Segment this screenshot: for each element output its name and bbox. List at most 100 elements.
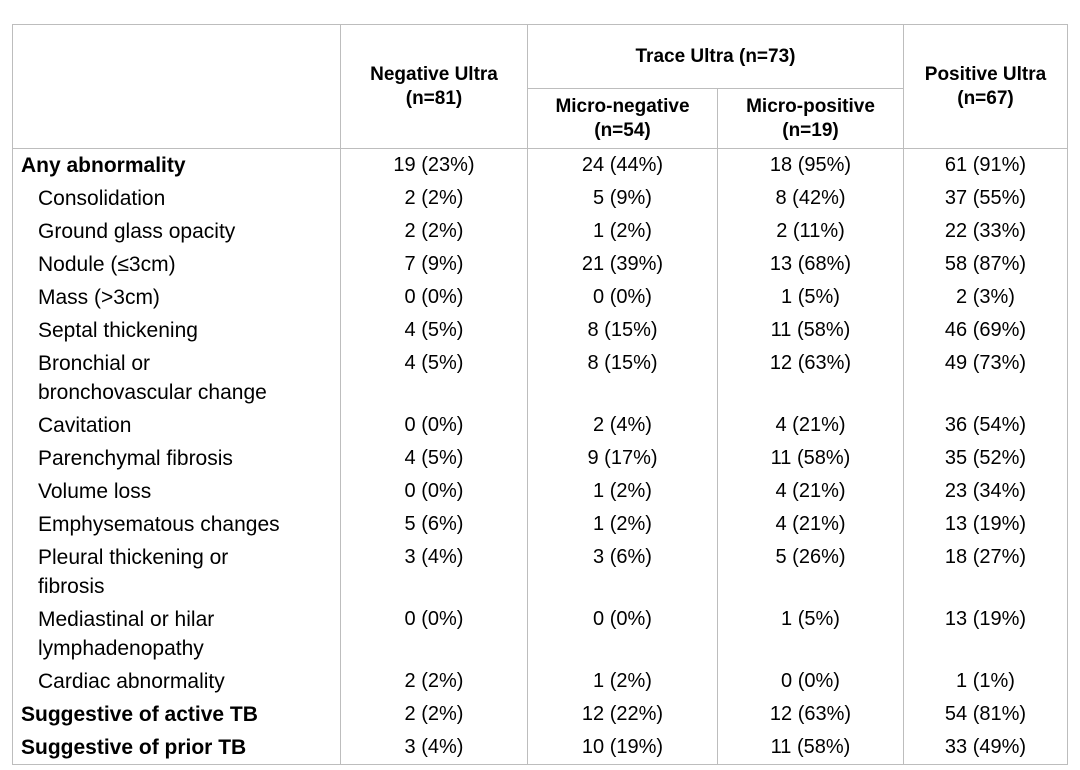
cell-value: 36 (54%) xyxy=(903,409,1068,442)
group-header: Trace Ultra (n=73) xyxy=(527,24,904,89)
cell-value: 49 (73%) xyxy=(903,347,1068,409)
row-label: Cavitation xyxy=(12,409,341,442)
cell-value: 21 (39%) xyxy=(527,248,718,281)
cell-value: 5 (26%) xyxy=(717,541,904,603)
row-label: Any abnormality xyxy=(12,148,341,182)
row-label: Parenchymal fibrosis xyxy=(12,442,341,475)
cell-value: 11 (58%) xyxy=(717,731,904,765)
cell-value: 2 (2%) xyxy=(340,215,528,248)
table-row: Cardiac abnormality 2 (2%) 1 (2%) 0 (0%) 1 (… xyxy=(12,665,1068,698)
column-header: Micro-positive (n=19) xyxy=(717,88,904,149)
cell-value: 13 (68%) xyxy=(717,248,904,281)
cell-value: 11 (58%) xyxy=(717,442,904,475)
cell-value: 5 (9%) xyxy=(527,182,718,215)
cell-value: 35 (52%) xyxy=(903,442,1068,475)
row-label: Suggestive of prior TB xyxy=(12,731,341,765)
cell-value: 1 (2%) xyxy=(527,215,718,248)
row-label: Emphysematous changes xyxy=(12,508,341,541)
column-header: Negative Ultra (n=81) xyxy=(340,24,528,149)
cell-value: 0 (0%) xyxy=(340,409,528,442)
cell-value: 2 (2%) xyxy=(340,698,528,731)
cell-value: 2 (3%) xyxy=(903,281,1068,314)
cell-value: 4 (5%) xyxy=(340,314,528,347)
column-header: Positive Ultra (n=67) xyxy=(903,24,1068,149)
row-label: Ground glass opacity xyxy=(12,215,341,248)
cell-value: 4 (5%) xyxy=(340,347,528,409)
cell-value: 1 (2%) xyxy=(527,508,718,541)
header-row: Negative Ultra (n=81) Trace Ultra (n=73)… xyxy=(12,24,1068,149)
cell-value: 8 (15%) xyxy=(527,347,718,409)
cell-value: 12 (63%) xyxy=(717,347,904,409)
cell-value: 4 (5%) xyxy=(340,442,528,475)
cell-value: 61 (91%) xyxy=(903,148,1068,182)
cell-value: 2 (2%) xyxy=(340,665,528,698)
table-container: Negative Ultra (n=81) Trace Ultra (n=73)… xyxy=(12,24,1068,765)
table-row: Nodule (≤3cm) 7 (9%) 21 (39%) 13 (68%) 58 (8… xyxy=(12,248,1068,281)
table-row: Suggestive of active TB 2 (2%) 12 (22%) 12 … xyxy=(12,698,1068,731)
results-table: Negative Ultra (n=81) Trace Ultra (n=73)… xyxy=(12,24,1068,765)
cell-value: 5 (6%) xyxy=(340,508,528,541)
cell-value: 2 (11%) xyxy=(717,215,904,248)
table-row: Pleural thickening or fibrosis 3 (4%) 3 (6… xyxy=(12,541,1068,603)
cell-value: 13 (19%) xyxy=(903,508,1068,541)
cell-value: 33 (49%) xyxy=(903,731,1068,765)
cell-value: 7 (9%) xyxy=(340,248,528,281)
cell-value: 18 (95%) xyxy=(717,148,904,182)
cell-value: 58 (87%) xyxy=(903,248,1068,281)
cell-value: 4 (21%) xyxy=(717,508,904,541)
cell-value: 10 (19%) xyxy=(527,731,718,765)
cell-value: 37 (55%) xyxy=(903,182,1068,215)
cell-value: 11 (58%) xyxy=(717,314,904,347)
cell-value: 13 (19%) xyxy=(903,603,1068,665)
cell-value: 0 (0%) xyxy=(527,281,718,314)
cell-value: 4 (21%) xyxy=(717,409,904,442)
header-row: Micro-negative (n=54) Micro-positive (n=… xyxy=(13,88,1068,149)
cell-value: 2 (2%) xyxy=(340,182,528,215)
cell-value: 22 (33%) xyxy=(903,215,1068,248)
row-label: Suggestive of active TB xyxy=(12,698,341,731)
cell-value: 3 (4%) xyxy=(340,731,528,765)
cell-value: 4 (21%) xyxy=(717,475,904,508)
cell-value: 1 (1%) xyxy=(903,665,1068,698)
table-row: Ground glass opacity 2 (2%) 1 (2%) 2 (11%) 2… xyxy=(12,215,1068,248)
cell-value: 0 (0%) xyxy=(340,475,528,508)
table-row: Septal thickening 4 (5%) 8 (15%) 11 (58%) 46… xyxy=(12,314,1068,347)
cell-value: 3 (6%) xyxy=(527,541,718,603)
table-row: Parenchymal fibrosis 4 (5%) 9 (17%) 11 (58%… xyxy=(12,442,1068,475)
table-row: Suggestive of prior TB 3 (4%) 10 (19%) 11 (… xyxy=(12,731,1068,765)
cell-value: 8 (42%) xyxy=(717,182,904,215)
cell-value: 1 (5%) xyxy=(717,281,904,314)
cell-value: 12 (63%) xyxy=(717,698,904,731)
column-header: Micro-negative (n=54) xyxy=(527,88,718,149)
row-label: Consolidation xyxy=(12,182,341,215)
cell-value: 23 (34%) xyxy=(903,475,1068,508)
cell-value: 8 (15%) xyxy=(527,314,718,347)
cell-value: 18 (27%) xyxy=(903,541,1068,603)
table-row: Volume loss 0 (0%) 1 (2%) 4 (21%) 23 (34%) xyxy=(12,475,1068,508)
row-label: Mass (>3cm) xyxy=(12,281,341,314)
cell-value: 0 (0%) xyxy=(340,603,528,665)
row-label: Volume loss xyxy=(12,475,341,508)
cell-value: 1 (5%) xyxy=(717,603,904,665)
table-row: Any abnormality 19 (23%) 24 (44%) 18 (95%) 6… xyxy=(12,148,1068,182)
table-row: Emphysematous changes 5 (6%) 1 (2%) 4 (21%)… xyxy=(12,508,1068,541)
cell-value: 54 (81%) xyxy=(903,698,1068,731)
cell-value: 0 (0%) xyxy=(340,281,528,314)
stub-header xyxy=(12,24,341,149)
row-label: Mediastinal or hilar lymphadenopathy xyxy=(12,603,341,665)
cell-value: 19 (23%) xyxy=(340,148,528,182)
cell-value: 0 (0%) xyxy=(717,665,904,698)
row-label: Nodule (≤3cm) xyxy=(12,248,341,281)
table-row: Bronchial or bronchovascular change 4 (5%… xyxy=(12,347,1068,409)
cell-value: 2 (4%) xyxy=(527,409,718,442)
cell-value: 3 (4%) xyxy=(340,541,528,603)
table-header: Negative Ultra (n=81) Trace Ultra (n=73)… xyxy=(12,24,1068,149)
cell-value: 1 (2%) xyxy=(527,665,718,698)
table-row: Cavitation 0 (0%) 2 (4%) 4 (21%) 36 (54%) xyxy=(12,409,1068,442)
row-label: Cardiac abnormality xyxy=(12,665,341,698)
cell-value: 12 (22%) xyxy=(527,698,718,731)
row-label: Bronchial or bronchovascular change xyxy=(12,347,341,409)
table-row: Mediastinal or hilar lymphadenopathy 0 (0… xyxy=(12,603,1068,665)
table-row: Consolidation 2 (2%) 5 (9%) 8 (42%) 37 (55%) xyxy=(12,182,1068,215)
